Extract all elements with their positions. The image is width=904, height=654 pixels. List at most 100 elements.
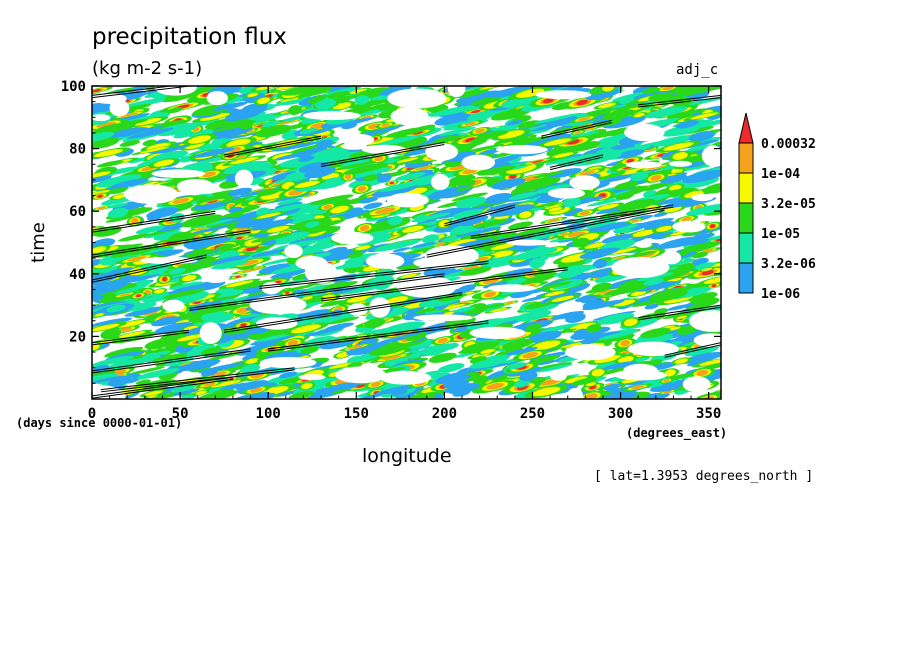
- precip-cell: [472, 218, 510, 228]
- precip-cell: [690, 118, 721, 129]
- precip-cell: [168, 231, 194, 242]
- precip-cell: [256, 188, 281, 197]
- precip-cell: [207, 200, 218, 204]
- precip-cell: [188, 135, 211, 144]
- y-tick-label: 100: [61, 79, 86, 95]
- precip-cell: [346, 197, 366, 205]
- precip-cell: [153, 231, 184, 241]
- precip-cell: [369, 344, 408, 356]
- precip-cell: [122, 97, 167, 108]
- precip-cell: [380, 321, 426, 335]
- precip-cell: [195, 390, 207, 395]
- precip-cell: [154, 322, 194, 335]
- precip-cell: [630, 385, 645, 390]
- dry-patch: [162, 299, 185, 312]
- precip-cell: [358, 196, 379, 204]
- dry-patch: [689, 310, 721, 332]
- precip-cell: [662, 86, 674, 91]
- precip-cell: [484, 303, 505, 309]
- precip-cell: [589, 225, 616, 234]
- precip-cell: [261, 120, 281, 128]
- precip-cell: [110, 250, 138, 258]
- x-tick-label: 200: [432, 406, 457, 422]
- precip-cell: [276, 198, 303, 205]
- dry-patch: [92, 114, 111, 122]
- precip-cell: [602, 115, 647, 129]
- colorbar: 1e-06 3.2e-06 1e-05 3.2e-05 1e-04 0.00032: [738, 112, 816, 302]
- dry-patch: [535, 90, 592, 100]
- precip-cell: [592, 259, 608, 269]
- precip-cell: [286, 141, 320, 150]
- propagation-line: [541, 122, 612, 139]
- dry-patch: [154, 86, 197, 96]
- precip-cell: [381, 123, 391, 127]
- precip-cell: [92, 359, 122, 368]
- precip-cell: [604, 284, 650, 296]
- precip-cell: [168, 281, 203, 290]
- precip-cell: [584, 241, 610, 249]
- precip-cell: [441, 235, 462, 243]
- precip-cell: [505, 301, 514, 305]
- propagation-line: [92, 350, 251, 374]
- precip-cell: [106, 166, 140, 175]
- precip-cell: [542, 98, 554, 104]
- y-tick-label: 20: [69, 329, 86, 345]
- dry-patch: [461, 154, 496, 171]
- precip-cell: [665, 88, 713, 100]
- precip-cell: [480, 348, 496, 354]
- precip-cell: [563, 197, 581, 208]
- precip-cell: [324, 322, 354, 331]
- precip-cell: [402, 225, 424, 233]
- propagation-line: [224, 294, 463, 333]
- precip-cell: [228, 187, 253, 197]
- precip-cell: [508, 191, 539, 200]
- precip-cell: [694, 262, 716, 270]
- precip-cell: [632, 86, 658, 95]
- precip-cell: [438, 126, 476, 136]
- precip-cell: [437, 337, 448, 344]
- precip-cell: [676, 315, 688, 319]
- precip-cell: [669, 184, 682, 191]
- precip-cell: [482, 278, 500, 284]
- precip-cell: [533, 269, 555, 277]
- precip-cell: [226, 138, 251, 148]
- precip-cell: [525, 323, 542, 331]
- precip-cell: [107, 267, 134, 275]
- precip-cell: [92, 175, 112, 184]
- precip-cell: [615, 149, 645, 159]
- precip-cell: [126, 301, 157, 312]
- precip-cell: [402, 331, 422, 337]
- y-tick-label: 60: [69, 204, 86, 220]
- precip-cell: [112, 127, 149, 138]
- precip-cell: [652, 135, 695, 147]
- precip-cell: [92, 318, 127, 328]
- propagation-line: [320, 141, 445, 165]
- precip-cell: [274, 149, 321, 161]
- colorbar-segment: [738, 142, 754, 174]
- precip-cell: [280, 97, 299, 103]
- precip-cell: [513, 227, 550, 237]
- precip-cell: [139, 146, 170, 154]
- chart-units: (kg m-2 s-1): [92, 58, 203, 79]
- precip-cell: [406, 349, 423, 359]
- precip-cell: [153, 288, 165, 294]
- precip-cell: [597, 102, 616, 109]
- precip-cell: [517, 120, 541, 129]
- precip-cell: [690, 112, 719, 120]
- precip-cell: [334, 161, 376, 171]
- precip-cell: [594, 354, 621, 364]
- dry-patch: [569, 175, 600, 191]
- precip-cell: [663, 142, 694, 151]
- precip-cell: [215, 243, 235, 251]
- colorbar-label: 1e-04: [761, 167, 800, 182]
- precip-cell: [684, 345, 719, 357]
- precip-cell: [310, 194, 354, 205]
- dry-patch: [430, 173, 450, 191]
- precip-cell: [457, 179, 476, 188]
- dry-patch: [341, 133, 375, 147]
- precip-cell: [127, 256, 147, 262]
- dry-patch: [379, 370, 432, 385]
- precip-cell: [438, 363, 465, 373]
- precip-cell: [377, 335, 413, 344]
- precip-cell: [92, 246, 107, 253]
